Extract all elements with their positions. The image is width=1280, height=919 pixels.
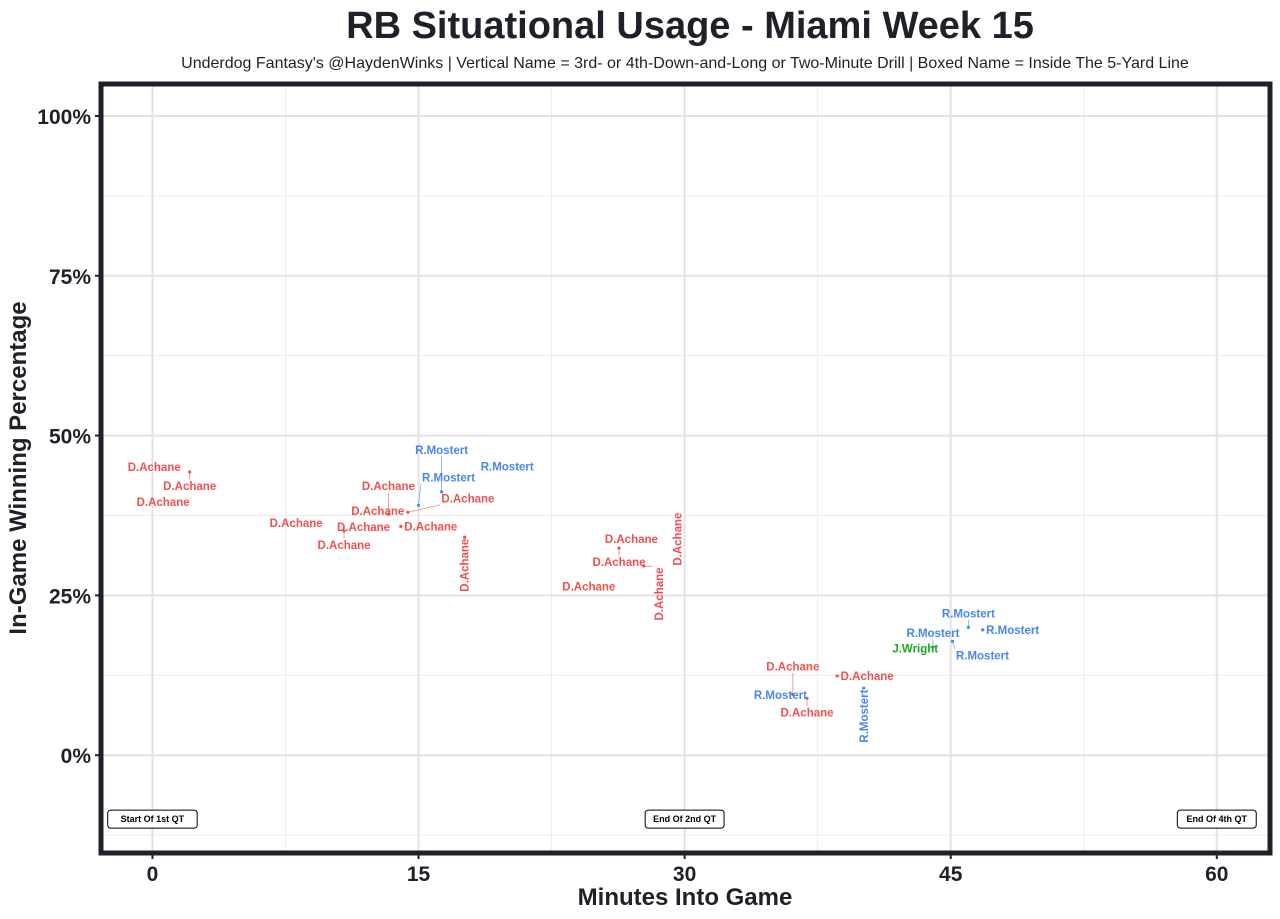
- y-tick-label: 25%: [49, 585, 91, 608]
- point-marker: [188, 470, 192, 474]
- point-marker: [386, 512, 390, 516]
- y-tick-label: 0%: [61, 745, 92, 768]
- points: D.AchaneD.AchaneD.AchaneD.AchaneD.Achane…: [128, 445, 1040, 743]
- annotation: Start Of 1st QT: [107, 809, 198, 829]
- point-label: J.Wright: [892, 643, 938, 655]
- point-label: D.Achane: [362, 481, 415, 493]
- annotation-box: [644, 809, 725, 829]
- point-label: R.Mostert: [956, 650, 1009, 662]
- point-marker: [406, 510, 410, 514]
- point-label: R.Mostert: [942, 608, 995, 620]
- point-marker: [463, 535, 467, 539]
- y-axis-label: In-Game Winning Percentage: [5, 301, 32, 634]
- point-marker: [931, 645, 935, 649]
- point-label: D.Achane: [605, 534, 658, 546]
- point-marker: [342, 529, 346, 533]
- x-tick-label: 60: [1205, 863, 1228, 886]
- point-label: D.Achane: [673, 513, 685, 566]
- annotation-label: End Of 2nd QT: [653, 814, 716, 824]
- annotations: Start Of 1st QT End Of 2nd QT End Of 4th Q…: [107, 809, 1257, 829]
- point-marker: [791, 692, 795, 697]
- point-label: D.Achane: [780, 707, 833, 719]
- point-label: R.Mostert: [906, 628, 959, 640]
- point-label: D.Achane: [562, 581, 615, 593]
- annotation: End Of 4th QT: [1176, 809, 1257, 829]
- point-label: R.Mostert: [754, 690, 807, 702]
- point-label: D.Achane: [460, 539, 472, 592]
- chart-subtitle: Underdog Fantasy's @HaydenWinks | Vertic…: [181, 55, 1189, 72]
- point-label: D.Achane: [163, 481, 216, 493]
- point-marker: [835, 674, 839, 678]
- point-label: R.Mostert: [422, 472, 475, 484]
- grid: [101, 84, 1270, 853]
- point-label: R.Mostert: [986, 625, 1039, 637]
- annotation-box: [107, 809, 198, 829]
- point-label: D.Achane: [318, 540, 371, 552]
- annotation-box: [1176, 809, 1257, 829]
- annotation-label: Start Of 1st QT: [121, 814, 185, 824]
- x-tick-label: 0: [147, 863, 159, 886]
- y-tick-label: 50%: [49, 426, 91, 449]
- y-tick-label: 100%: [37, 106, 91, 129]
- point-label: R.Mostert: [415, 445, 468, 457]
- point-marker: [966, 625, 971, 629]
- annotation: End Of 2nd QT: [644, 809, 725, 829]
- point-marker: [805, 696, 809, 700]
- point-label: R.Mostert: [481, 461, 534, 473]
- point-marker: [416, 503, 421, 507]
- point-label: D.Achane: [654, 567, 666, 620]
- annotation-label: End Of 4th QT: [1187, 814, 1248, 824]
- point-marker: [399, 524, 403, 528]
- x-axis-label: Minutes Into Game: [578, 884, 793, 911]
- label-leaders: [188, 456, 986, 706]
- point-marker: [617, 546, 621, 550]
- label-leader-line: [407, 504, 441, 513]
- point-label: D.Achane: [841, 671, 894, 683]
- point-marker: [439, 490, 444, 494]
- point-marker: [862, 686, 866, 690]
- y-tick-label: 75%: [49, 266, 91, 289]
- point-label: D.Achane: [766, 661, 819, 673]
- point-label: D.Achane: [441, 493, 494, 505]
- point-label: D.Achane: [351, 506, 404, 518]
- point-marker: [981, 628, 985, 632]
- point-marker: [642, 564, 646, 568]
- chart-title: RB Situational Usage - Miami Week 15: [346, 5, 1034, 47]
- point-label: D.Achane: [270, 518, 323, 530]
- point-label: D.Achane: [137, 497, 190, 509]
- x-tick-label: 15: [407, 863, 431, 886]
- x-tick-label: 30: [673, 863, 696, 886]
- point-label: D.Achane: [128, 462, 181, 474]
- x-tick-label: 45: [939, 863, 963, 886]
- point-label: D.Achane: [592, 557, 645, 569]
- label-leader-line: [418, 483, 422, 506]
- ticks: 0 15 30 45 60 0% 25% 50% 75% 100%: [37, 106, 1228, 886]
- point-label: R.Mostert: [859, 689, 871, 742]
- point-marker: [950, 639, 955, 644]
- point-label: D.Achane: [337, 522, 390, 534]
- point-label: D.Achane: [404, 521, 457, 533]
